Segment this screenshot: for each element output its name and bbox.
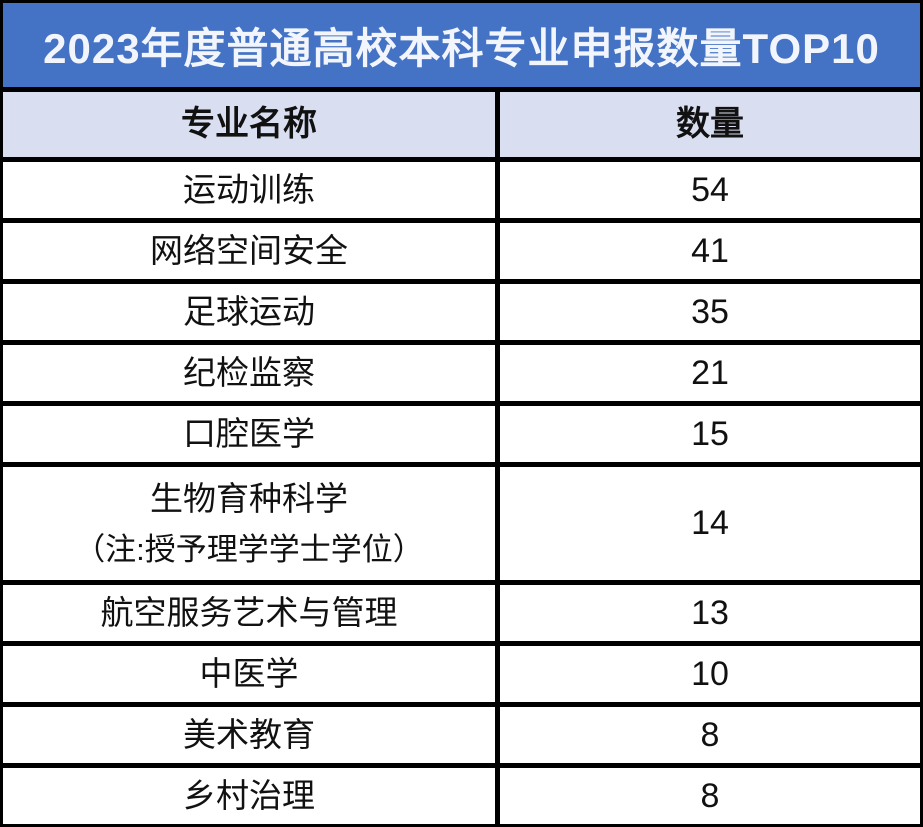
major-name-cell: 足球运动	[3, 284, 495, 340]
major-name: 网络空间安全	[150, 232, 348, 270]
major-name: 乡村治理	[183, 777, 315, 815]
major-name: 运动训练	[183, 171, 315, 209]
major-name: 纪检监察	[183, 354, 315, 392]
count-value: 13	[691, 593, 729, 632]
major-name-cell: 纪检监察	[3, 345, 495, 401]
count-cell: 35	[500, 284, 920, 340]
major-name-cell: 中医学	[3, 646, 495, 702]
major-name: 中医学	[199, 655, 299, 693]
count-cell: 10	[500, 646, 920, 702]
count-cell: 15	[500, 406, 920, 462]
major-name: 航空服务艺术与管理	[100, 594, 398, 632]
count-value: 8	[700, 776, 720, 815]
column-header-count: 数量	[500, 92, 920, 157]
count-cell: 14	[500, 467, 920, 580]
count-value: 21	[691, 353, 729, 392]
column-header-major: 专业名称	[3, 92, 495, 157]
count-value: 35	[691, 292, 729, 331]
major-name: 生物育种科学	[150, 480, 348, 518]
count-cell: 13	[500, 585, 920, 641]
count-value: 15	[691, 414, 729, 453]
major-name-cell: 生物育种科学 （注:授予理学学士学位）	[3, 467, 495, 580]
major-name-cell: 口腔医学	[3, 406, 495, 462]
count-value: 41	[691, 231, 729, 270]
count-cell: 54	[500, 162, 920, 218]
count-value: 54	[691, 170, 729, 209]
major-name-cell: 乡村治理	[3, 768, 495, 824]
count-cell: 8	[500, 707, 920, 763]
count-value: 14	[691, 504, 729, 543]
major-name-cell: 美术教育	[3, 707, 495, 763]
count-cell: 21	[500, 345, 920, 401]
major-name: 美术教育	[183, 716, 315, 754]
major-name-cell: 运动训练	[3, 162, 495, 218]
major-name: 口腔医学	[183, 415, 315, 453]
count-cell: 41	[500, 223, 920, 279]
page-title: 2023年度普通高校本科专业申报数量TOP10	[3, 3, 920, 87]
major-name-cell: 网络空间安全	[3, 223, 495, 279]
major-name: 足球运动	[183, 293, 315, 331]
major-name-cell: 航空服务艺术与管理	[3, 585, 495, 641]
count-cell: 8	[500, 768, 920, 824]
count-value: 10	[691, 654, 729, 693]
count-value: 8	[700, 715, 720, 754]
major-name-note: （注:授予理学学士学位）	[74, 531, 424, 567]
